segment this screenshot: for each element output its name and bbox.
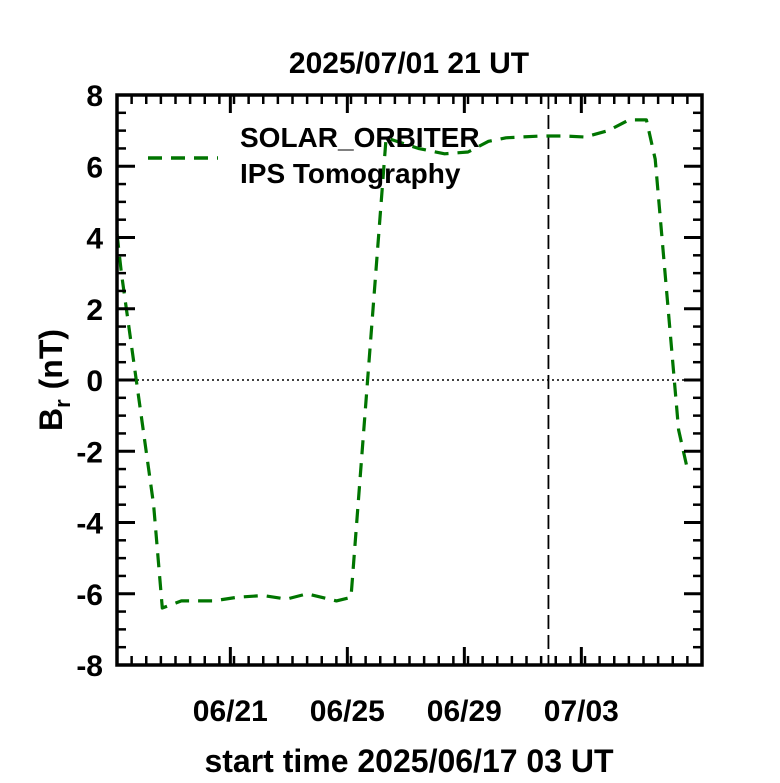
y-tick-label: 2 bbox=[86, 294, 103, 327]
y-axis-label: Br (nT) bbox=[33, 329, 75, 431]
y-tick-label: -4 bbox=[76, 508, 103, 541]
legend: SOLAR_ORBITER IPS Tomography bbox=[148, 122, 480, 189]
legend-entry-2: IPS Tomography bbox=[240, 158, 461, 189]
x-tick-labels: 06/21 06/25 06/29 07/03 bbox=[193, 695, 619, 728]
y-tick-label: 0 bbox=[86, 365, 103, 398]
chart-title: 2025/07/01 21 UT bbox=[289, 47, 529, 80]
legend-entry-1: SOLAR_ORBITER bbox=[240, 122, 480, 153]
y-tick-label: 6 bbox=[86, 151, 103, 184]
x-axis-label: start time 2025/06/17 03 UT bbox=[204, 743, 614, 779]
x-tick-label: 06/25 bbox=[310, 695, 385, 728]
x-tick-label: 07/03 bbox=[544, 695, 619, 728]
x-tick-label: 06/29 bbox=[427, 695, 502, 728]
y-tick-label: -8 bbox=[76, 650, 103, 683]
y-axis-label-main: B bbox=[33, 408, 69, 431]
y-tick-label: 8 bbox=[86, 80, 103, 113]
x-tick-label: 06/21 bbox=[193, 695, 268, 728]
axis-ticks bbox=[117, 93, 702, 667]
series-line-1 bbox=[115, 118, 689, 610]
y-tick-label: -6 bbox=[76, 579, 103, 612]
y-tick-labels: 8 6 4 2 0 -2 -4 -6 -8 bbox=[76, 80, 103, 683]
y-axis-label-subscript: r bbox=[50, 399, 75, 408]
y-axis-label-unit: (nT) bbox=[33, 329, 69, 389]
y-tick-label: 4 bbox=[86, 223, 103, 256]
y-tick-label: -2 bbox=[76, 436, 103, 469]
plot-content bbox=[115, 95, 702, 665]
